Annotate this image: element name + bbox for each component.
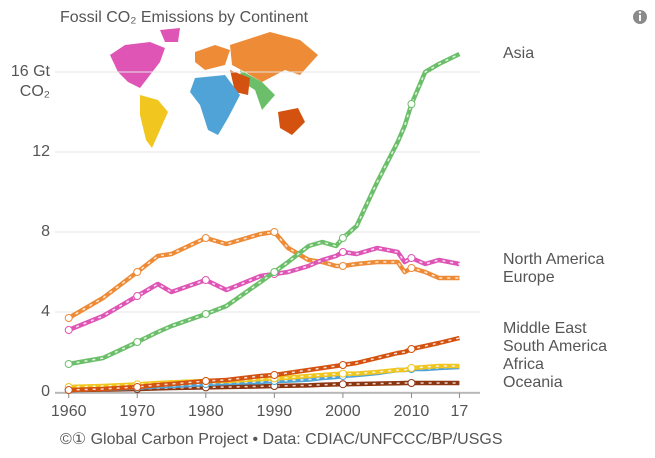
- point: [338, 369, 347, 378]
- point: [338, 248, 347, 256]
- point: [201, 377, 210, 385]
- series-line-dash: [68, 337, 460, 391]
- point: [133, 338, 142, 346]
- point: [133, 268, 142, 276]
- point: [64, 326, 73, 334]
- point: [270, 371, 279, 379]
- x-tick-label: 1960: [51, 403, 87, 420]
- legend-label: South America: [503, 338, 607, 355]
- y-tick-label: 8: [41, 223, 50, 240]
- point: [338, 234, 347, 242]
- point: [64, 314, 73, 322]
- x-tick-label: 2010: [394, 403, 430, 420]
- y-tick-label: 4: [41, 303, 50, 320]
- x-tick-label: 1980: [188, 403, 224, 420]
- point: [338, 361, 347, 369]
- x-tick-label: 1970: [119, 403, 155, 420]
- series-line-dash: [68, 53, 460, 365]
- point: [201, 234, 210, 242]
- y-tick-label: 12: [32, 143, 50, 160]
- series-line: [67, 245, 460, 333]
- legend-label: Africa: [503, 356, 544, 373]
- point: [407, 254, 416, 262]
- chart-title: Fossil CO₂ Emissions by Continent: [60, 9, 309, 26]
- x-tick-label: 17: [451, 403, 469, 420]
- legend-label: Europe: [503, 269, 555, 286]
- point: [133, 292, 142, 300]
- legend-label: North America: [503, 251, 604, 268]
- legend-label: Oceania: [503, 374, 563, 391]
- point: [407, 379, 416, 387]
- point: [338, 380, 347, 389]
- point: [407, 264, 416, 272]
- legend-label: Asia: [503, 45, 534, 62]
- point: [407, 100, 416, 108]
- point: [407, 364, 416, 372]
- y-tick-label: 0: [41, 383, 50, 400]
- point: [201, 276, 210, 284]
- point: [201, 310, 210, 318]
- point: [407, 345, 416, 353]
- info-icon[interactable]: [633, 10, 647, 24]
- point: [133, 383, 142, 391]
- point: [270, 228, 279, 236]
- x-tick-label: 2000: [325, 403, 361, 420]
- point: [338, 262, 347, 270]
- point: [64, 360, 73, 368]
- footer: ©① Global Carbon Project • Data: CDIAC/U…: [60, 431, 503, 448]
- point: [270, 268, 279, 276]
- x-tick-label: 1990: [257, 403, 293, 420]
- world-map: [110, 28, 318, 148]
- y-tick-label: 16 Gt: [11, 63, 51, 80]
- point: [64, 386, 73, 394]
- y-unit-label: CO₂: [20, 83, 50, 100]
- legend-label: Middle East: [503, 320, 587, 337]
